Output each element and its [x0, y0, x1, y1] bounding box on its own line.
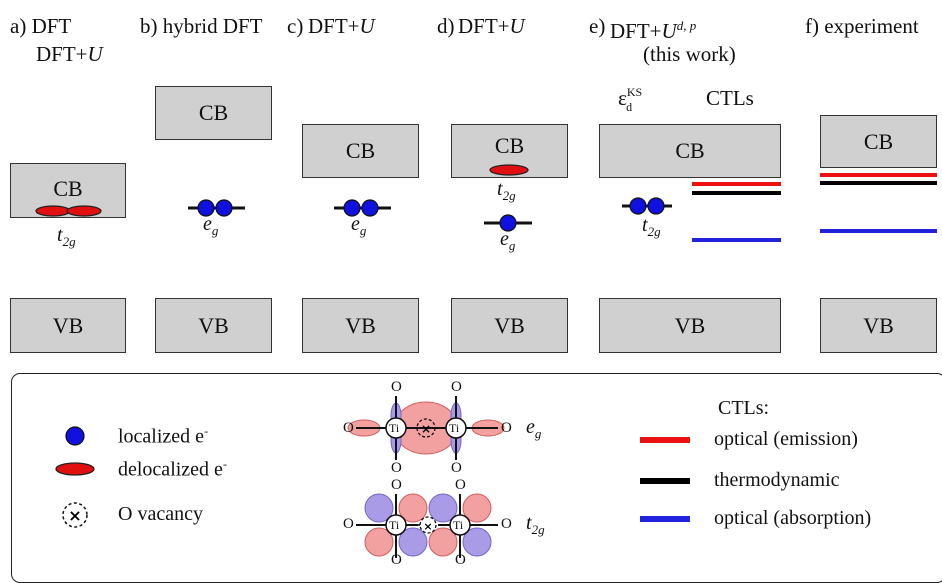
panel-f-ctl-absorption: [820, 229, 937, 233]
legend-vacancy-label: O vacancy: [118, 503, 203, 525]
svg-text:×: ×: [423, 520, 432, 533]
panel-b-cb: CB: [155, 86, 272, 140]
t2g-orbital-diagram: ×: [356, 493, 498, 558]
panel-e-cb: CB: [599, 124, 781, 178]
panel-d-state-upper-label: t2g: [497, 178, 516, 203]
legend-emission-swatch: [640, 437, 690, 443]
panel-f-ctl-emission: [820, 173, 937, 177]
panel-a-method: DFT+U: [36, 42, 103, 66]
legend-ctls-title: CTLs:: [718, 397, 770, 419]
eg-o-top-left: O: [391, 379, 402, 395]
legend-localized-label: localized e-: [118, 424, 209, 448]
panel-a-header-2: DFT+U: [36, 42, 103, 66]
eg-o-left: O: [343, 420, 354, 436]
eg-ti-left: Ti: [389, 421, 400, 435]
eg-ti-right: Ti: [449, 421, 460, 435]
panel-b-vb: VB: [155, 298, 272, 353]
state-markers: [35, 164, 672, 232]
panel-d-state-lower-label: eg: [500, 228, 516, 253]
panel-e-localized-electrons: [622, 197, 672, 215]
panel-d-vb: VB: [451, 298, 568, 353]
t2g-o-left: O: [343, 516, 354, 532]
panel-b-header: b) hybrid DFT: [140, 14, 263, 38]
panel-e-vb: VB: [599, 298, 781, 353]
panel-c-prefix: c): [287, 14, 304, 38]
panel-a-vb: VB: [10, 298, 126, 353]
panel-b-state-label: eg: [203, 213, 219, 238]
panel-d-localized-electron: [484, 214, 532, 232]
panel-c-vb: VB: [302, 298, 419, 353]
svg-text:×: ×: [421, 422, 431, 436]
panel-f-header: f) experiment: [805, 14, 919, 38]
t2g-o-right: O: [501, 516, 512, 532]
t2g-o-bottom-left: O: [391, 552, 402, 568]
panel-d-header: DFT+U: [458, 14, 525, 38]
panel-d-delocalized-electron: [489, 164, 529, 176]
panel-a-delocalized-electrons: [35, 205, 102, 217]
oxygen-vacancy-icon: ×: [62, 502, 88, 528]
ctls-column-label: CTLs: [706, 86, 754, 110]
panel-c-header: DFT+U: [308, 14, 375, 38]
eg-o-top-right: O: [451, 379, 462, 395]
panel-c-localized-electrons: [334, 199, 391, 217]
t2g-o-top-left: O: [391, 477, 402, 493]
legend-delocalized-label: delocalized e-: [118, 457, 227, 481]
eg-o-right: O: [501, 420, 512, 436]
legend-absorption-swatch: [640, 516, 690, 522]
panel-e-state-label: t2g: [642, 214, 661, 239]
eg-o-bottom-left: O: [391, 460, 402, 476]
legend-thermo-label: thermodynamic: [714, 469, 840, 491]
t2g-o-bottom-right: O: [455, 552, 466, 568]
panel-f-vb: VB: [820, 298, 937, 353]
panel-a-header: a) DFT: [10, 14, 72, 38]
panel-d-prefix: d): [437, 14, 455, 38]
legend-emission-label: optical (emission): [714, 428, 858, 450]
eg-orbital-diagram: ×: [347, 396, 505, 460]
svg-text:×: ×: [68, 506, 81, 525]
panel-b-localized-electrons: [188, 199, 245, 217]
panel-e-prefix: e): [589, 14, 606, 38]
panel-e-ctl-thermodynamic: [692, 191, 781, 195]
panel-a-state-label: t2g: [57, 224, 76, 249]
panel-e-subheader: (this work): [643, 42, 736, 66]
legend-eg-label: eg: [526, 416, 542, 441]
eg-o-bottom-right: O: [451, 460, 462, 476]
legend-symbols: × × ×: [55, 396, 505, 558]
t2g-ti-right: Ti: [453, 518, 464, 532]
localized-electron-icon: [65, 426, 85, 446]
delocalized-electron-icon: [55, 462, 95, 476]
t2g-o-top-right: O: [455, 477, 466, 493]
t2g-ti-left: Ti: [389, 518, 400, 532]
legend-t2g-label: t2g: [526, 512, 545, 537]
ks-eigenvalue-label: εKSd: [618, 85, 643, 114]
panel-f-ctl-thermodynamic: [820, 181, 937, 185]
legend-absorption-label: optical (absorption): [714, 507, 872, 529]
panel-e-ctl-absorption: [692, 238, 781, 242]
panel-e-ctl-emission: [692, 182, 781, 186]
panel-e-header: DFT+Ud, p: [610, 18, 697, 43]
legend-thermo-swatch: [640, 478, 690, 484]
panel-f-cb: CB: [820, 115, 937, 168]
panel-c-cb: CB: [302, 124, 419, 178]
panel-c-state-label: eg: [351, 213, 367, 238]
